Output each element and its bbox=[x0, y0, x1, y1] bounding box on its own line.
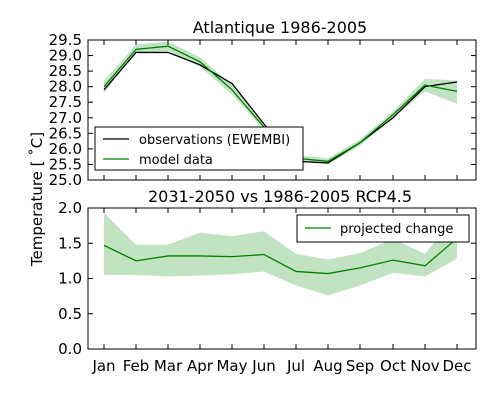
bottom-y-tick-label: 1.0 bbox=[58, 270, 82, 288]
top-y-tick-label: 26.0 bbox=[49, 140, 82, 158]
top-chart-x-ticks bbox=[103, 40, 458, 180]
top-y-tick-label: 26.5 bbox=[49, 124, 82, 142]
bottom-uncertainty-band bbox=[104, 212, 457, 296]
projected-change-band-layer bbox=[104, 212, 457, 296]
bottom-chart: 2031-2050 vs 1986-2005 RCP4.5 0.0 0.5 1.0 1… bbox=[58, 187, 477, 375]
top-chart: Atlantique 1986-2005 25.025.526.026.527.… bbox=[49, 18, 477, 189]
series-line-projected-change bbox=[103, 237, 458, 275]
bottom-chart-x-ticks: Jan Feb Mar Apr May Jun Jul Aug Sep Oct Nov Dec bbox=[91, 208, 472, 375]
bottom-chart-title: 2031-2050 vs 1986-2005 RCP4.5 bbox=[148, 187, 412, 206]
top-y-tick-label: 28.0 bbox=[49, 78, 82, 96]
x-tick-label: Apr bbox=[187, 357, 214, 375]
bottom-chart-lines-layer bbox=[103, 237, 458, 275]
top-chart-plot-frame bbox=[87, 39, 477, 181]
top-y-tick-label: 27.5 bbox=[49, 93, 82, 111]
top-y-tick-label: 28.5 bbox=[49, 62, 82, 80]
top-chart-title: Atlantique 1986-2005 bbox=[193, 18, 367, 37]
bottom-y-tick-label: 2.0 bbox=[58, 199, 82, 217]
x-tick-label: Sep bbox=[346, 357, 374, 375]
top-y-tick-label: 29.0 bbox=[49, 47, 82, 65]
legend-label-model-data: model data bbox=[139, 153, 213, 168]
top-chart-legend-box bbox=[94, 126, 304, 171]
bottom-y-tick-label: 0.0 bbox=[58, 340, 82, 358]
top-y-tick-label: 25.5 bbox=[49, 155, 82, 173]
top-y-tick-label: 27.0 bbox=[49, 109, 82, 127]
x-tick-label: Feb bbox=[123, 357, 150, 375]
bottom-chart-legend: projected change bbox=[296, 214, 470, 243]
x-tick-label: Mar bbox=[154, 357, 183, 375]
legend-label-projected-change: projected change bbox=[340, 222, 453, 237]
top-y-tick-label: 25.0 bbox=[49, 171, 82, 189]
x-tick-label: Nov bbox=[410, 357, 439, 375]
bottom-y-tick-label: 1.5 bbox=[58, 234, 82, 252]
x-tick-label: Aug bbox=[313, 357, 342, 375]
top-uncertainty-band bbox=[104, 41, 457, 165]
x-tick-label: Jul bbox=[286, 357, 305, 375]
x-tick-label: Oct bbox=[380, 357, 406, 375]
shared-y-axis-label: Temperature [ ˚C] bbox=[28, 132, 46, 267]
bottom-chart-y-ticks: 0.0 0.5 1.0 1.5 2.0 bbox=[58, 199, 476, 358]
bottom-y-tick-label: 0.5 bbox=[58, 305, 82, 323]
x-tick-label: Jan bbox=[91, 357, 115, 375]
top-chart-legend: observations (EWEMBI) model data bbox=[94, 126, 304, 171]
x-tick-label: Dec bbox=[442, 357, 471, 375]
model-data-band-layer bbox=[104, 41, 457, 165]
x-tick-label: Jun bbox=[251, 357, 275, 375]
legend-label-observations: observations (EWEMBI) bbox=[139, 133, 290, 148]
top-y-tick-label: 29.5 bbox=[49, 31, 82, 49]
top-chart-y-ticks: 25.025.526.026.527.027.528.028.529.029.5 bbox=[49, 31, 476, 189]
x-tick-label: May bbox=[216, 357, 247, 375]
